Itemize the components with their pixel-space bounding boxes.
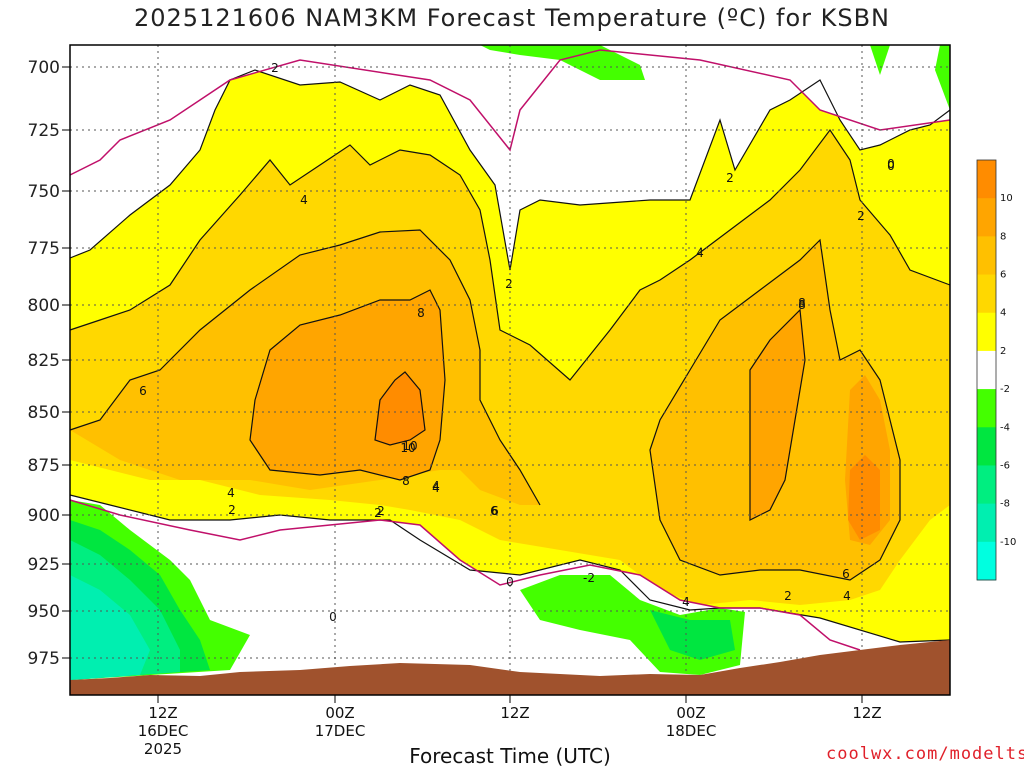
contour-label: 2 [377, 504, 385, 518]
x-tick-label: 2025 [144, 740, 182, 758]
contour-label: 10 [402, 439, 417, 453]
contour-6 [69, 229, 541, 506]
contour-label: 4 [432, 479, 440, 493]
y-tick-label: 700 [28, 58, 60, 78]
contour-label: 0 [329, 610, 337, 624]
colorbar-label: 10 [1000, 193, 1013, 204]
zero-line-lower [69, 499, 861, 651]
contour-label: 6 [139, 384, 147, 398]
contour-label: 0 [506, 575, 514, 589]
contour-6b [649, 238, 901, 581]
contour-label: 2 [374, 506, 382, 520]
contour-8b [749, 308, 806, 521]
contour-label: 2 [784, 589, 792, 603]
colorbar-label: 8 [1000, 231, 1006, 242]
contour-label: 4 [227, 486, 235, 500]
colorbar-label: 2 [1000, 346, 1006, 357]
colorbar-segment [977, 312, 996, 352]
zero-line-upper [69, 49, 951, 176]
contour-label: 4 [300, 193, 308, 207]
x-tick-label: 12Z [852, 704, 881, 722]
y-tick-label: 800 [28, 296, 60, 316]
fill-warm-6 [70, 230, 900, 580]
colorbar-segment [977, 541, 996, 581]
freezing-lines [69, 49, 951, 651]
colorbar-label: -4 [1000, 422, 1010, 433]
contour-label: 4 [682, 595, 690, 609]
contour-label: 10 [400, 441, 415, 455]
contour-label: 2 [228, 503, 236, 517]
colorbar-segment [977, 389, 996, 428]
contour-label: 6 [491, 504, 499, 518]
colorbar-segment [977, 236, 996, 276]
colorbar-label: -6 [1000, 460, 1010, 471]
temperature-fills [70, 45, 950, 680]
y-tick-label: 950 [28, 602, 60, 622]
contour-label: 6 [842, 567, 850, 581]
colorbar-label: -10 [1000, 537, 1016, 548]
colorbar-segment [977, 350, 996, 390]
colorbar-segment [977, 465, 996, 505]
colorbar-label: 4 [1000, 308, 1006, 319]
grid-lines [70, 45, 950, 695]
x-tick-label: 00Z [676, 704, 705, 722]
colorbar-segment [977, 274, 996, 314]
colorbar: 10 8 6 4 2 -2 -4 -6 -8 -10 [976, 159, 1016, 581]
contour-label: 8 [798, 298, 806, 312]
y-tick-label: 975 [28, 649, 60, 669]
colorbar-label: -2 [1000, 384, 1010, 395]
contour-label: 4 [432, 481, 440, 495]
ground [70, 640, 950, 695]
credit-text: coolwx.com/modelts [826, 744, 1024, 764]
contour-2 [69, 69, 951, 271]
y-tick-label: 875 [28, 456, 60, 476]
y-tick-label: 900 [28, 506, 60, 526]
contour-label: 2 [505, 277, 513, 291]
x-tick-label: 00Z [325, 704, 354, 722]
contour-4 [69, 128, 951, 381]
contour-label: 0 [887, 159, 895, 173]
y-tick-label: 725 [28, 121, 60, 141]
x-tick-label: 12Z [148, 704, 177, 722]
contour-label: 2 [857, 209, 865, 223]
x-tick-label: 12Z [500, 704, 529, 722]
fill-warm-8 [250, 290, 890, 545]
x-tick-label: 16DEC [138, 722, 189, 740]
contour-label: 2 [271, 61, 279, 75]
contour-label: 4 [696, 246, 704, 260]
contour-label: -2 [583, 571, 595, 585]
contour-10 [374, 371, 426, 446]
x-axis-title: Forecast Time (UTC) [409, 744, 611, 768]
contour-8 [249, 289, 446, 481]
y-axis: 700 725 750 775 800 825 850 875 900 925 950 975 [28, 58, 70, 669]
contour-label: 0 [887, 157, 895, 171]
colorbar-segment [977, 198, 996, 237]
chart-title: 2025121606 NAM3KM Forecast Temperature (… [133, 4, 891, 32]
y-tick-label: 825 [28, 351, 60, 371]
colorbar-segment [977, 427, 996, 466]
x-tick-label: 18DEC [666, 722, 717, 740]
colorbar-frame [976, 159, 997, 581]
x-tick-label: 17DEC [315, 722, 366, 740]
fill-cold-m8 [70, 575, 150, 680]
colorbar-segment [977, 503, 996, 543]
colorbar-label: 6 [1000, 270, 1006, 281]
contour-label: 6 [490, 504, 498, 518]
contour-label: 8 [798, 296, 806, 310]
contour-label: 8 [402, 474, 410, 488]
colorbar-segment [977, 160, 996, 199]
y-tick-label: 750 [28, 182, 60, 202]
y-tick-label: 850 [28, 403, 60, 423]
colorbar-label: -8 [1000, 499, 1010, 510]
contour-label: 4 [843, 589, 851, 603]
contour-label: 2 [726, 171, 734, 185]
fill-cold-0 [70, 45, 950, 175]
y-tick-label: 775 [28, 239, 60, 259]
contour-label: 8 [417, 306, 425, 320]
y-tick-label: 925 [28, 555, 60, 575]
